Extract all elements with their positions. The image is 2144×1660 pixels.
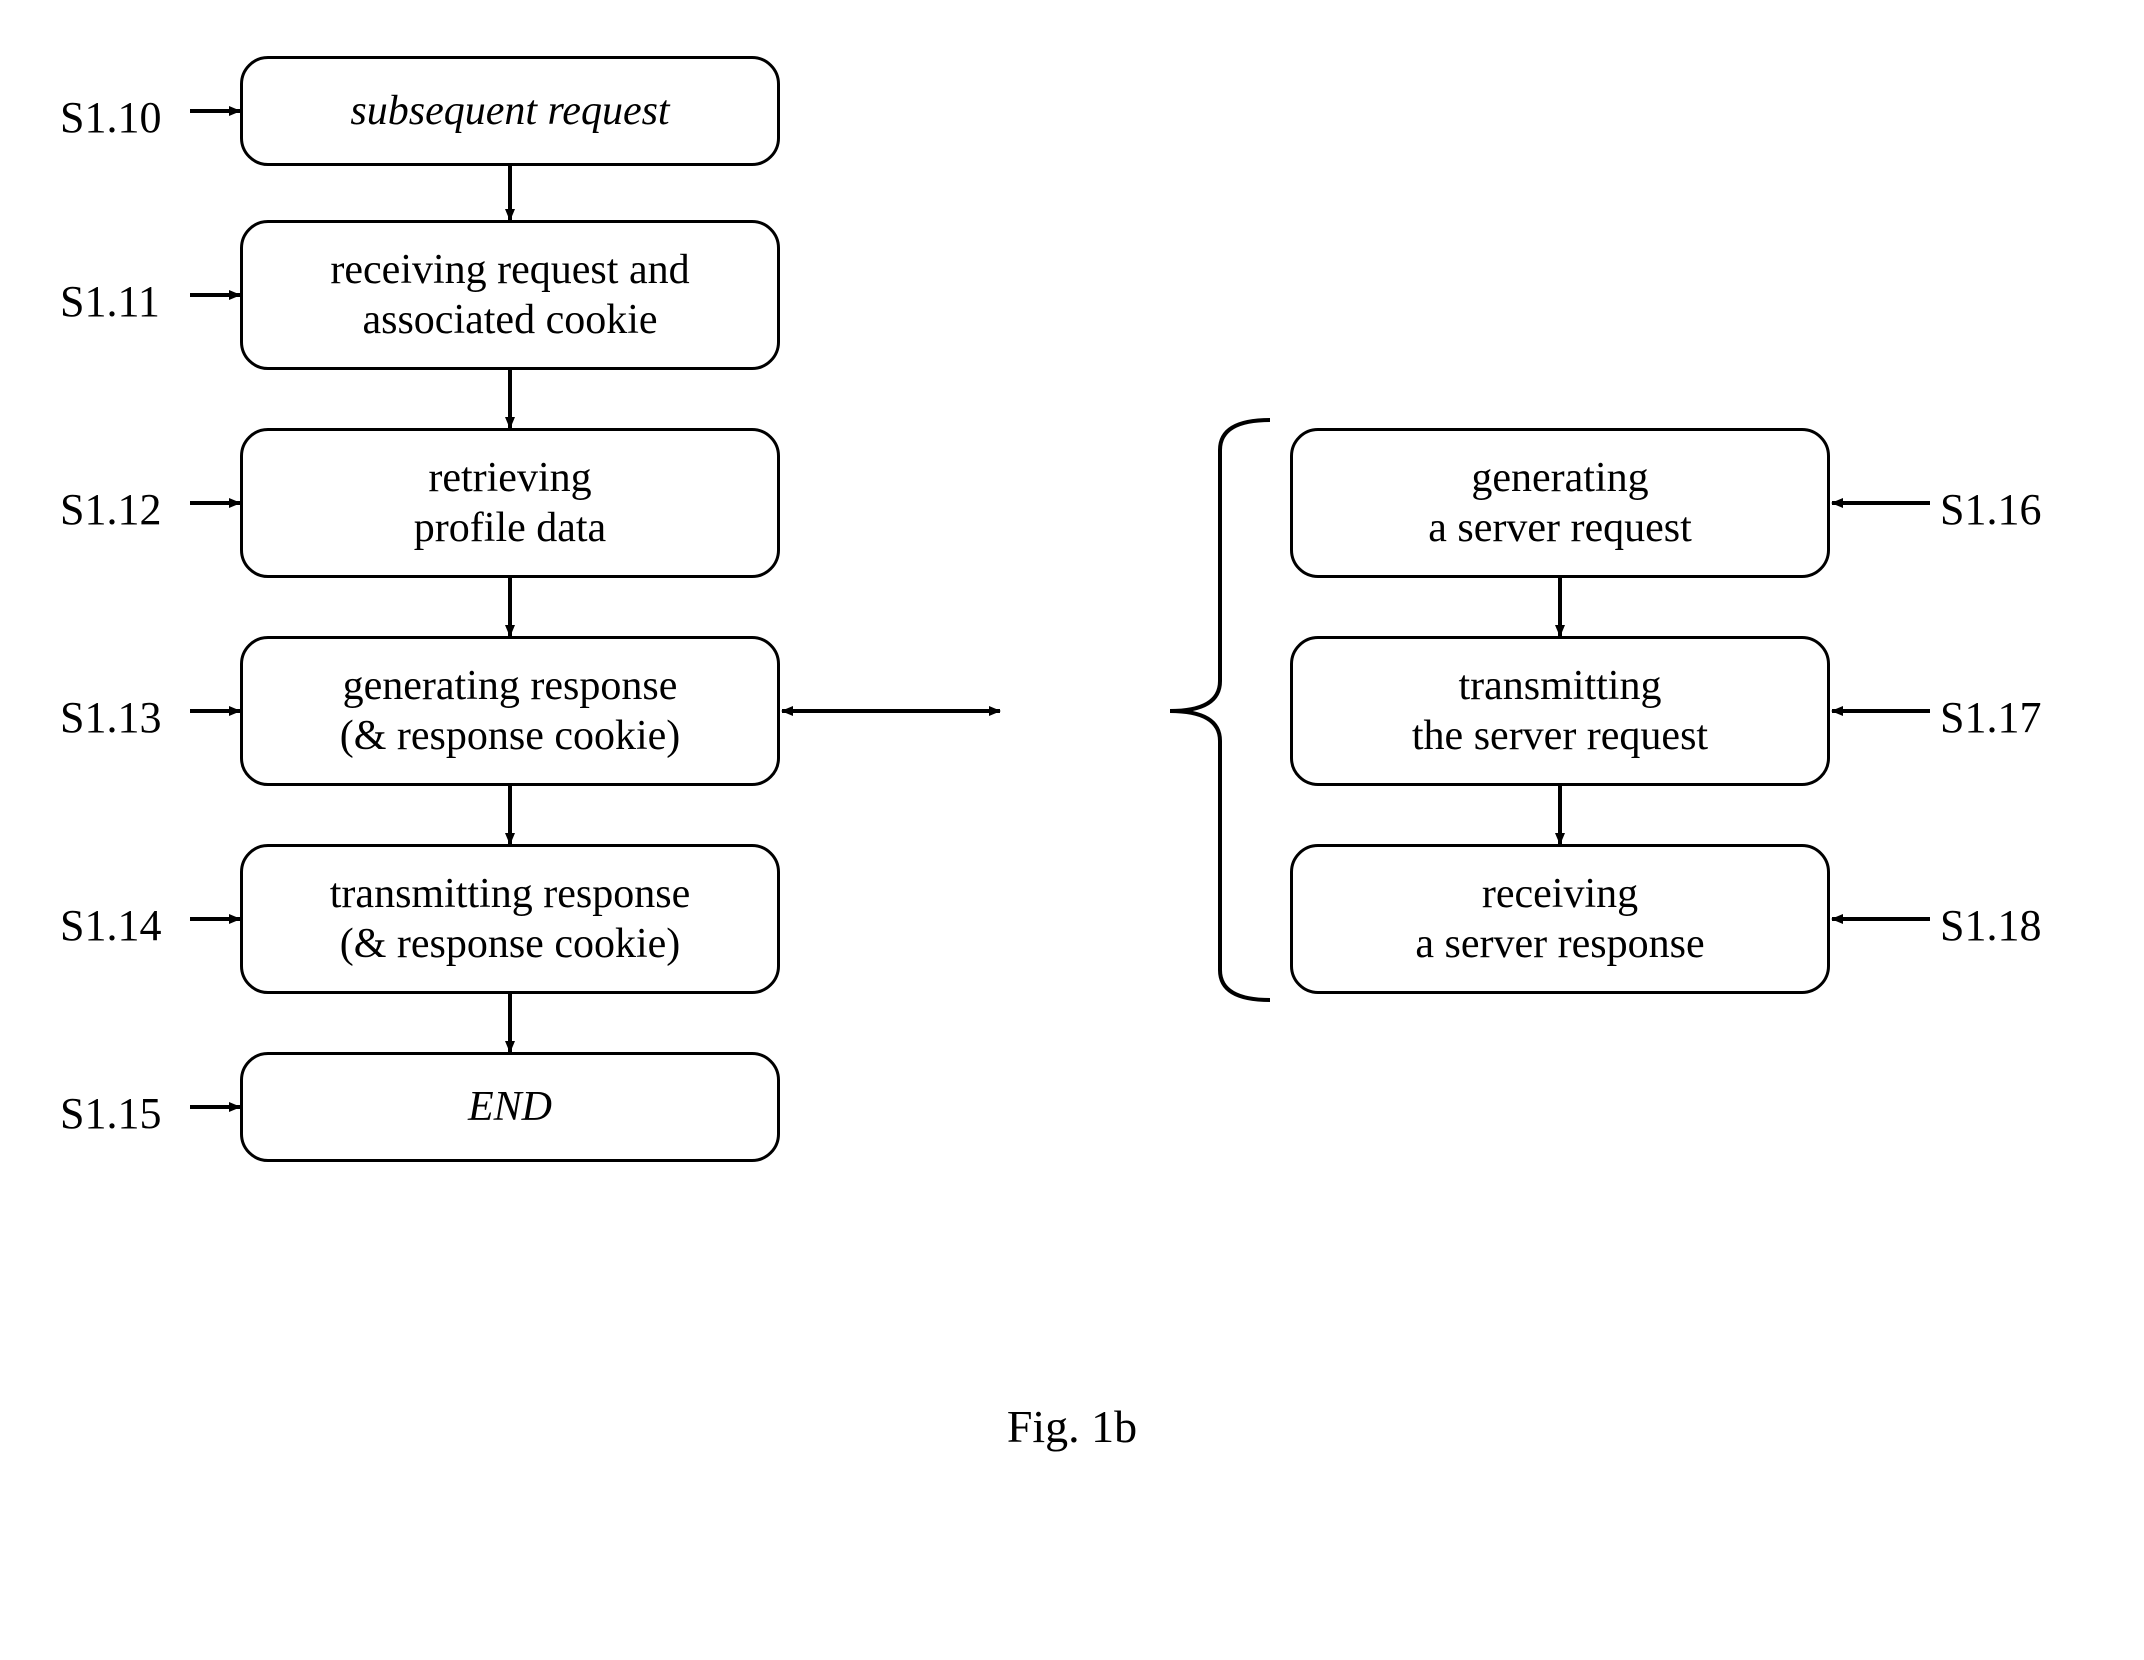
- step-label: S1.12: [60, 484, 161, 535]
- flow-node-s1_18: receivinga server response: [1290, 844, 1830, 994]
- flow-node-label: transmittingthe server request: [1412, 661, 1708, 762]
- flow-node-label: retrievingprofile data: [414, 453, 606, 554]
- flow-node-label: receivinga server response: [1415, 869, 1704, 970]
- flow-node-s1_15: END: [240, 1052, 780, 1162]
- step-label: S1.17: [1940, 692, 2041, 743]
- flow-node-label: receiving request andassociated cookie: [330, 245, 689, 346]
- figure-caption: Fig. 1b: [0, 1400, 2144, 1453]
- step-label: S1.11: [60, 276, 160, 327]
- flow-node-s1_11: receiving request andassociated cookie: [240, 220, 780, 370]
- flow-node-s1_10: subsequent request: [240, 56, 780, 166]
- flow-node-s1_13: generating response(& response cookie): [240, 636, 780, 786]
- flow-node-label: subsequent request: [350, 86, 669, 136]
- step-label: S1.10: [60, 92, 161, 143]
- step-label: S1.13: [60, 692, 161, 743]
- flowchart-canvas: subsequent request receiving request anda…: [0, 0, 2144, 1660]
- flow-node-label: generating response(& response cookie): [340, 661, 681, 762]
- step-label: S1.14: [60, 900, 161, 951]
- step-label: S1.15: [60, 1088, 161, 1139]
- flow-node-s1_16: generatinga server request: [1290, 428, 1830, 578]
- flow-node-label: END: [468, 1082, 552, 1132]
- step-label: S1.18: [1940, 900, 2041, 951]
- flow-node-s1_12: retrievingprofile data: [240, 428, 780, 578]
- flow-node-s1_14: transmitting response(& response cookie): [240, 844, 780, 994]
- step-label: S1.16: [1940, 484, 2041, 535]
- flow-node-s1_17: transmittingthe server request: [1290, 636, 1830, 786]
- flow-node-label: generatinga server request: [1428, 453, 1692, 554]
- flow-node-label: transmitting response(& response cookie): [330, 869, 690, 970]
